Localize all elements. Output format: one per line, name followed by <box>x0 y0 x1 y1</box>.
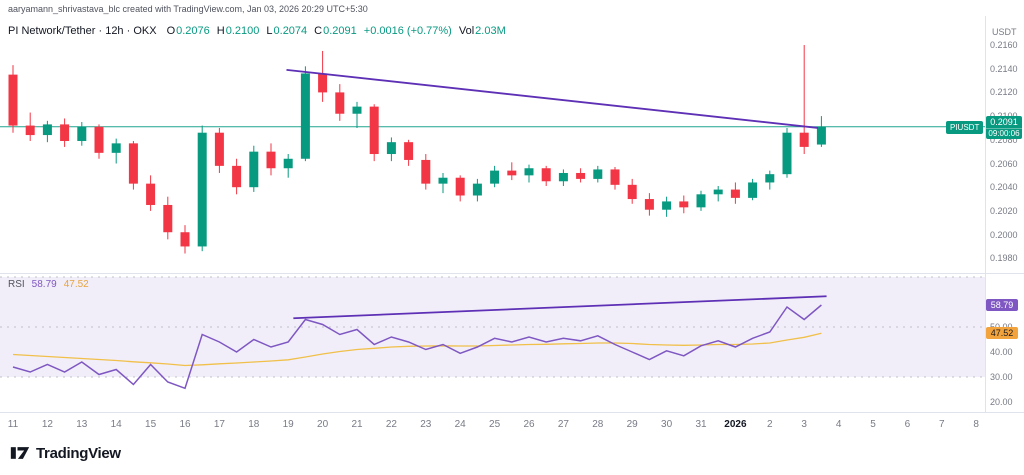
candle-body <box>576 172 586 179</box>
candle-body <box>421 159 431 184</box>
volume: Vol2.03M <box>459 25 506 37</box>
last-price-badge: 0.2091 09:00:06 <box>986 116 1022 139</box>
candle-body <box>644 199 654 210</box>
candle-body <box>318 73 328 93</box>
candle-body <box>610 169 620 185</box>
pane-separator[interactable] <box>0 273 1024 274</box>
candle-body <box>490 170 500 184</box>
candle-body <box>748 182 758 198</box>
rsi-legend: RSI 58.79 47.52 <box>8 279 89 290</box>
candle-body <box>696 194 706 208</box>
candle-body <box>77 126 87 141</box>
candle-body <box>180 232 190 247</box>
volume-value: 2.03M <box>475 25 506 37</box>
rsi-axis-label: 40.00 <box>990 347 1013 357</box>
bar-countdown: 09:00:06 <box>986 128 1022 138</box>
price-axis-label: 0.2160 <box>990 40 1018 50</box>
tradingview-logo-icon <box>10 447 30 459</box>
candle-body <box>335 92 345 114</box>
price-axis-label: 0.1980 <box>990 253 1018 264</box>
ohlc-values: O0.2076 H0.2100 L0.2074 C0.2091 +0.0016 … <box>167 25 506 37</box>
price-axis-label: 0.2020 <box>990 205 1018 216</box>
candle-body <box>283 158 293 169</box>
price-axis-label: 0.2060 <box>990 158 1018 169</box>
candle-body <box>558 172 568 182</box>
rsi-title[interactable]: RSI <box>8 279 25 290</box>
candle-body <box>232 165 242 188</box>
candle-body <box>8 74 18 126</box>
candle-body <box>404 142 414 160</box>
candle-body <box>507 170 517 176</box>
candle-body <box>713 189 723 195</box>
candle-body <box>352 106 362 114</box>
candle-body <box>455 177 465 196</box>
candle-body <box>60 124 70 141</box>
candle-body <box>94 126 104 153</box>
candle-body <box>111 143 121 153</box>
candle-body <box>146 183 156 205</box>
price-trendline-drawing[interactable] <box>286 68 819 129</box>
rsi-value: 58.79 <box>31 279 57 290</box>
candle-body <box>369 106 379 155</box>
last-price-value: 0.2091 <box>990 117 1018 127</box>
chart-canvas[interactable] <box>0 0 985 440</box>
rsi-trendline-drawing[interactable] <box>293 295 827 320</box>
price-axis-currency-label: USDT <box>992 27 1017 37</box>
tradingview-logo[interactable]: TradingView <box>10 444 121 462</box>
candle-body <box>782 132 792 175</box>
candle-body <box>249 151 259 188</box>
rsi-line <box>12 304 822 390</box>
candle-body <box>386 142 396 155</box>
candle-body <box>730 189 740 198</box>
candle-body <box>662 201 672 210</box>
candle-body <box>541 168 551 182</box>
price-axis-label: 0.2140 <box>990 63 1018 74</box>
candle-body <box>679 201 689 208</box>
rsi-ma-value: 47.52 <box>63 279 89 290</box>
time-axis-separator <box>0 412 1024 413</box>
candle-body <box>438 177 448 184</box>
high-value: H0.2100 <box>216 25 260 37</box>
volume-label: Vol <box>458 25 475 37</box>
price-axis-label: 0.2040 <box>990 182 1018 193</box>
candle-body <box>799 132 809 147</box>
candle-body <box>593 169 603 179</box>
candle-body <box>214 132 224 166</box>
price-axis-label: 0.2000 <box>990 229 1018 240</box>
candle-body <box>25 125 35 136</box>
symbol-legend: PI Network/Tether · 12h · OKX O0.2076 H0… <box>8 25 506 37</box>
attribution-text: aaryamann_shrivastava_blc created with T… <box>8 4 368 14</box>
open-value: O0.2076 <box>166 25 210 37</box>
candle-body <box>627 184 637 200</box>
candle-body <box>816 126 826 145</box>
symbol-title[interactable]: PI Network/Tether · 12h · OKX <box>8 25 157 37</box>
tradingview-logo-text: TradingView <box>36 444 121 462</box>
price-axis-label: 0.2120 <box>990 87 1018 98</box>
candle-body <box>266 151 276 169</box>
low-value: L0.2074 <box>266 25 308 37</box>
price-change: +0.0016 (+0.77%) <box>363 25 452 37</box>
rsi-value-badge: 58.79 <box>986 299 1018 311</box>
candle-body <box>42 124 52 136</box>
candle-body <box>163 204 173 233</box>
rsi-axis-label: 20.00 <box>990 397 1013 407</box>
price-scale-border <box>985 16 986 413</box>
candle-body <box>197 132 207 247</box>
close-value: C0.2091 <box>314 25 357 37</box>
candle-body <box>765 174 775 183</box>
rsi-axis-label: 30.00 <box>990 372 1013 382</box>
candle-body <box>128 143 138 184</box>
rsi-ma-value-badge: 47.52 <box>986 327 1018 339</box>
candle-body <box>300 73 310 159</box>
symbol-price-label-badge: PIUSDT <box>946 121 984 134</box>
candle-body <box>524 168 534 176</box>
candle-body <box>472 183 482 196</box>
